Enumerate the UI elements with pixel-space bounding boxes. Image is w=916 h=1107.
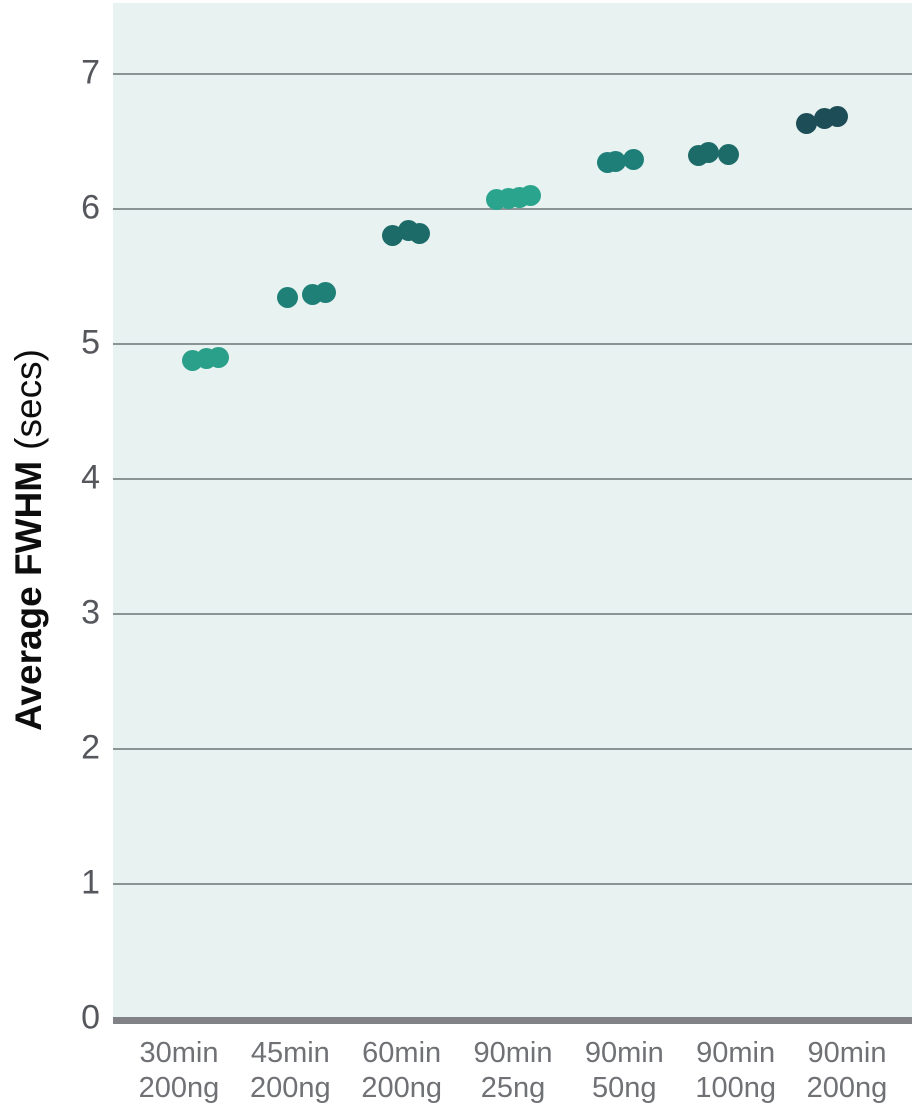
x-label-line1: 90min (696, 1037, 776, 1069)
plot-area (113, 3, 912, 1018)
x-category-label-5: 90min 50ng (585, 1036, 664, 1106)
data-point (827, 106, 849, 128)
y-axis-title: Average FWHM(secs) (8, 349, 50, 731)
y-tick-label-0: 0 (81, 998, 100, 1037)
x-axis-line (113, 1017, 912, 1024)
x-category-label-1: 30min 200ng (139, 1036, 220, 1106)
x-label-line1: 60min (362, 1037, 442, 1069)
data-point (520, 184, 542, 206)
y-tick-label-1: 1 (81, 863, 100, 902)
x-label-line2: 25ng (480, 1072, 546, 1104)
data-point (796, 113, 818, 135)
y-tick-label-2: 2 (81, 728, 100, 767)
gridline-y-4 (113, 478, 912, 480)
x-label-line2: 200ng (138, 1072, 220, 1104)
data-point (718, 144, 740, 166)
x-label-line1: 30min (139, 1037, 219, 1069)
y-axis-title-unit: (secs) (8, 349, 49, 450)
x-category-label-6: 90min 100ng (695, 1036, 776, 1106)
data-point (409, 223, 431, 245)
gridline-y-3 (113, 613, 912, 615)
y-tick-label-3: 3 (81, 593, 100, 632)
gridline-y-1 (113, 883, 912, 885)
y-tick-label-7: 7 (81, 53, 100, 92)
x-label-line2: 200ng (361, 1072, 442, 1104)
data-point (276, 286, 298, 308)
y-tick-label-5: 5 (81, 323, 100, 362)
x-label-line1: 90min (473, 1037, 553, 1069)
x-label-line1: 90min (807, 1037, 887, 1069)
x-label-line2: 200ng (806, 1072, 888, 1104)
data-point (382, 225, 404, 247)
gridline-y-2 (113, 748, 912, 750)
x-category-label-7: 90min 200ng (807, 1036, 888, 1106)
x-label-line2: 50ng (592, 1072, 657, 1104)
data-point (314, 281, 336, 303)
x-label-line2: 200ng (250, 1072, 331, 1104)
gridline-y-6 (113, 208, 912, 210)
x-category-label-3: 60min 200ng (361, 1036, 442, 1106)
x-label-line1: 45min (250, 1037, 330, 1069)
y-tick-label-4: 4 (81, 458, 100, 497)
x-category-label-4: 90min 25ng (473, 1036, 552, 1106)
x-label-line1: 90min (584, 1037, 664, 1069)
data-point (207, 347, 229, 369)
x-label-line2: 100ng (695, 1072, 776, 1104)
data-point (604, 150, 626, 172)
y-tick-label-6: 6 (81, 188, 100, 227)
gridline-y-5 (113, 343, 912, 345)
gridline-y-7 (113, 73, 912, 75)
data-point (698, 142, 720, 164)
data-point (622, 148, 644, 170)
x-category-label-2: 45min 200ng (250, 1036, 331, 1106)
